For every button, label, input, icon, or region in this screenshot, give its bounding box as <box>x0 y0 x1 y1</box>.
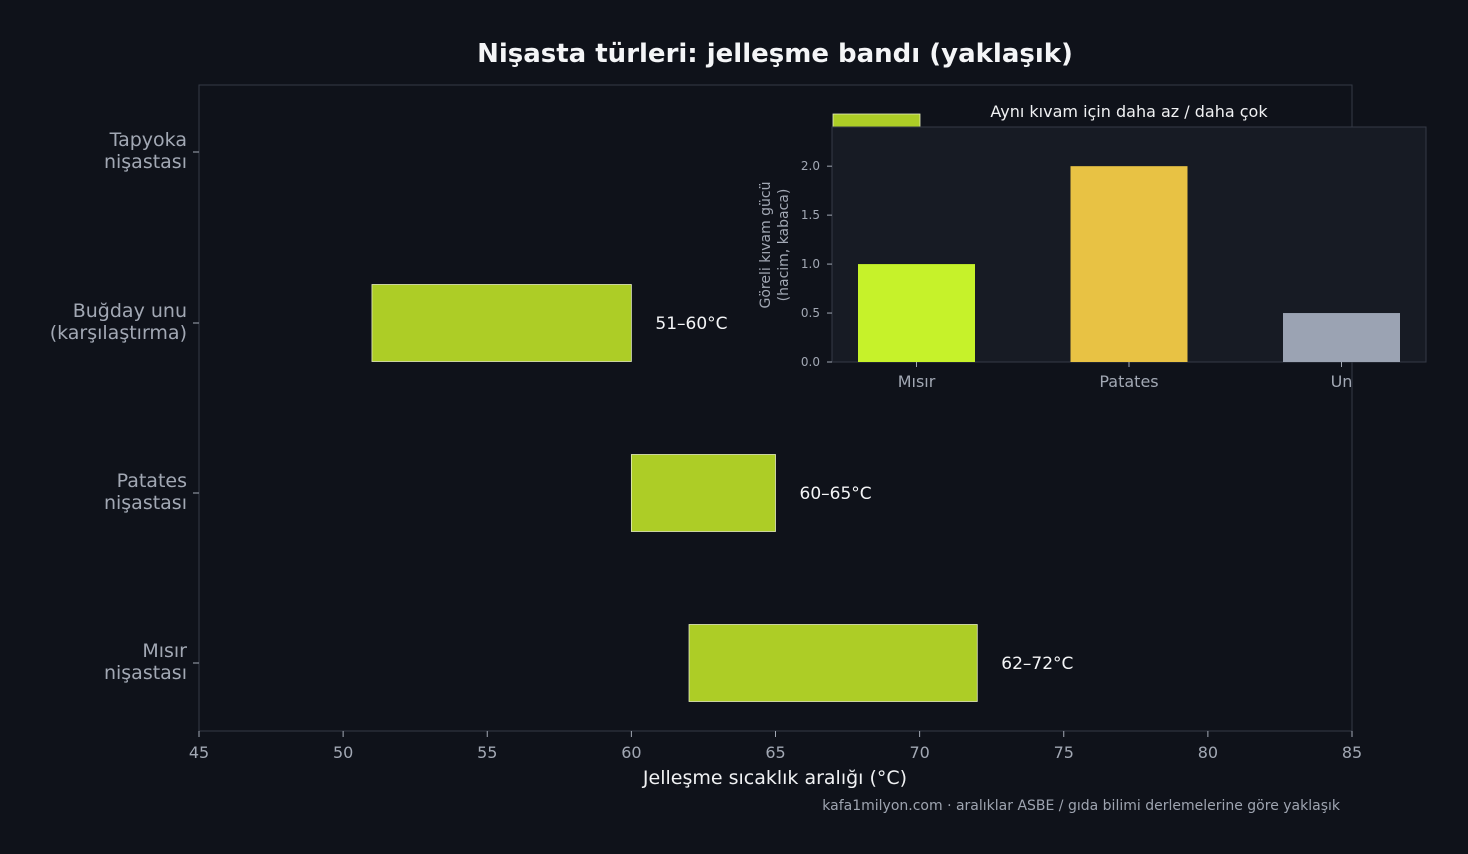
inset-chart: Aynı kıvam için daha az / daha çok 0.00.… <box>758 102 1427 391</box>
range-bar-label: 62–72°C <box>1001 654 1073 674</box>
range-bar <box>630 454 776 532</box>
inset-bar <box>1070 166 1188 362</box>
x-tick-label: 85 <box>1342 743 1362 762</box>
inset-y-tick-label: 0.5 <box>801 306 820 320</box>
y-tick-label: Mısır nişastası <box>104 640 187 684</box>
x-tick-label: 70 <box>909 743 929 762</box>
x-tick-label: 65 <box>765 743 785 762</box>
source-note: kafa1milyon.com · aralıklar ASBE / gıda … <box>822 798 1341 814</box>
range-bar-label: 51–60°C <box>655 314 727 334</box>
inset-bar <box>1283 313 1400 362</box>
x-tick-label: 55 <box>477 743 497 762</box>
y-tick-label: Buğday unu (karşılaştırma) <box>50 300 187 344</box>
main-bars: 51–60°C 60–65°C 62–72°C <box>371 113 1073 702</box>
inset-bar <box>858 264 975 362</box>
x-tick-label: 75 <box>1054 743 1074 762</box>
y-axis-labels: Tapyoka nişastası Buğday unu (karşılaştırma… <box>50 129 199 684</box>
inset-category-label: Mısır <box>898 372 936 391</box>
inset-category-label: Un <box>1331 372 1353 391</box>
x-axis-label: Jelleşme sıcaklık aralığı (°C) <box>642 767 907 789</box>
range-bar-obscured <box>832 113 921 128</box>
inset-y-tick-label: 0.0 <box>801 355 820 369</box>
inset-y-tick-label: 1.0 <box>801 257 820 271</box>
inset-title: Aynı kıvam için daha az / daha çok <box>990 102 1268 121</box>
x-axis-ticks: 45 50 55 60 65 70 75 80 85 <box>189 731 1362 762</box>
range-bar <box>688 624 978 702</box>
chart-title: Nişasta türleri: jelleşme bandı (yaklaşı… <box>477 39 1073 69</box>
inset-y-axis-label: Göreli kıvam gücü (hacim, kabaca) <box>758 182 792 309</box>
y-tick-label: Tapyoka nişastası <box>104 129 187 173</box>
inset-category-labels: Mısır Patates Un <box>898 362 1353 391</box>
inset-y-ticks: 0.0 0.5 1.0 1.5 2.0 <box>801 159 832 369</box>
x-tick-label: 50 <box>333 743 353 762</box>
x-tick-label: 60 <box>621 743 641 762</box>
inset-y-tick-label: 2.0 <box>801 159 820 173</box>
inset-bars <box>858 166 1400 362</box>
inset-category-label: Patates <box>1099 372 1158 391</box>
x-tick-label: 45 <box>189 743 209 762</box>
range-bar-label: 60–65°C <box>800 484 872 504</box>
y-tick-label: Patates nişastası <box>104 470 187 514</box>
inset-y-tick-label: 1.5 <box>801 208 820 222</box>
range-bar <box>371 284 632 362</box>
x-tick-label: 80 <box>1198 743 1218 762</box>
